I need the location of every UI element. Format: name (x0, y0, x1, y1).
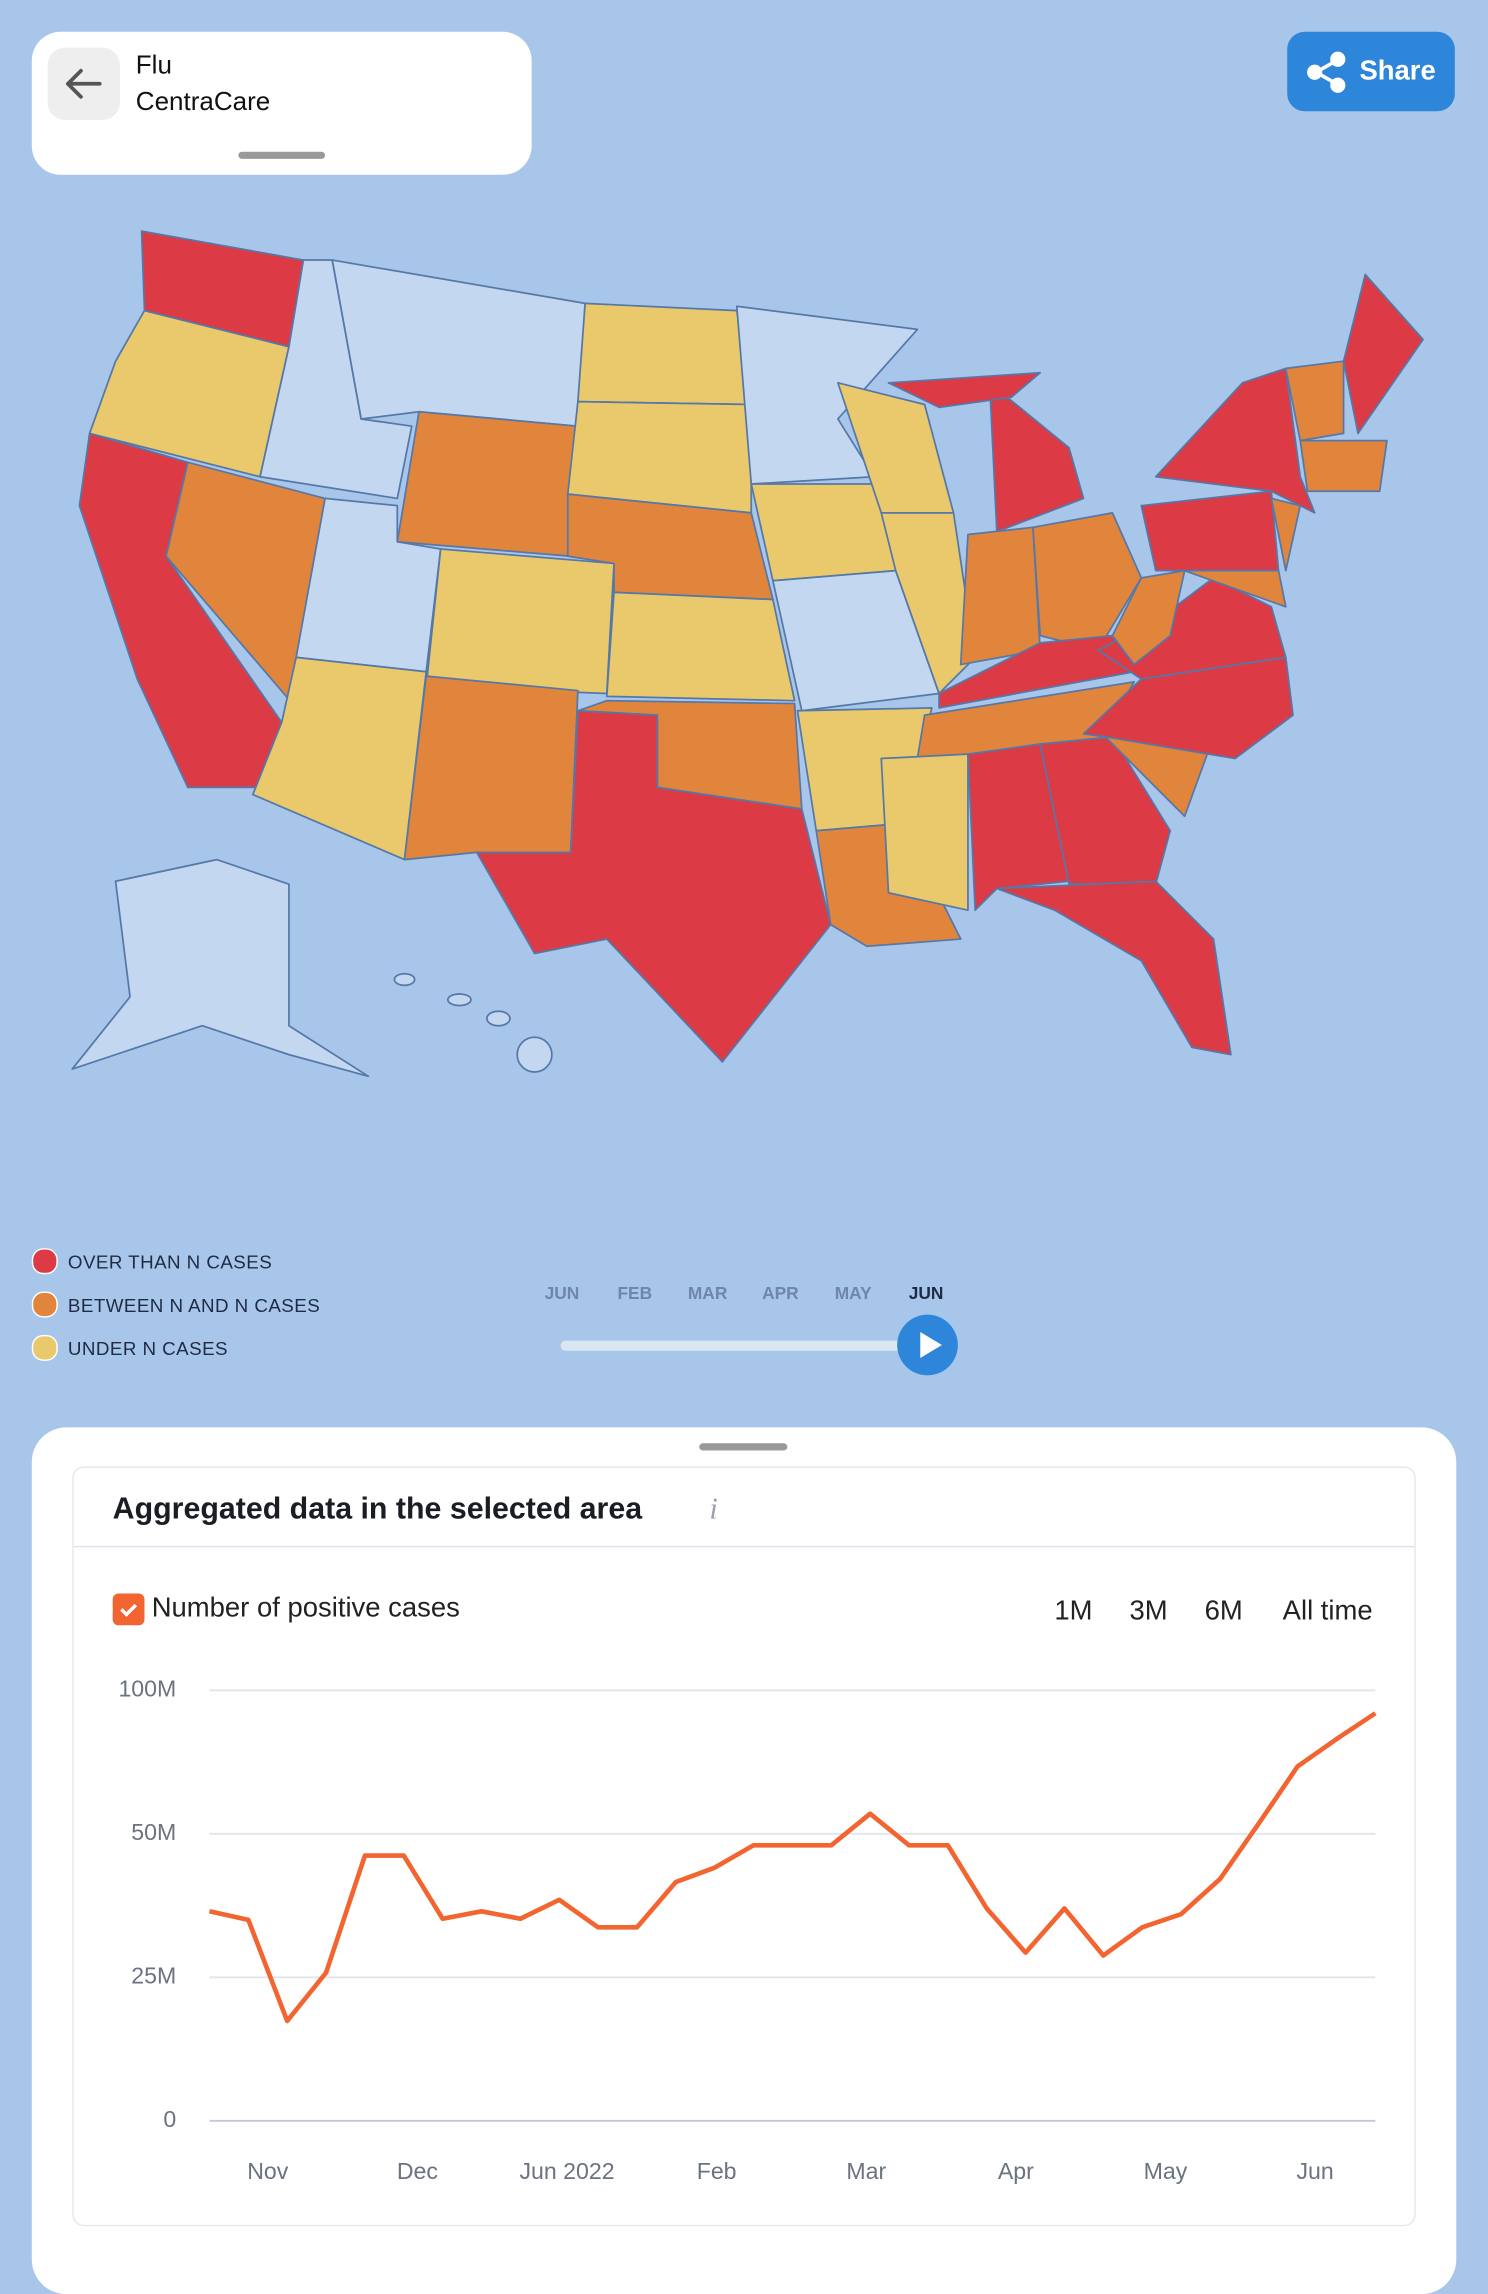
state-shape[interactable] (880, 512, 977, 695)
state-shape[interactable] (251, 656, 428, 861)
bottom-sheet: Aggregated data in the selected area i N… (31, 1427, 1457, 2294)
timeline-label: JUN (908, 1282, 944, 1304)
play-icon (920, 1332, 942, 1359)
icon-part (66, 68, 102, 99)
state-shape[interactable] (1140, 490, 1280, 572)
timeline: JUN FEB MAR APR MAY JUN (0, 1271, 1488, 1387)
state-shape[interactable] (1299, 439, 1388, 493)
state-shape[interactable] (331, 259, 586, 428)
icon-part (920, 1332, 942, 1359)
subtitle: CentraCare (135, 86, 271, 116)
legend-swatch (31, 1291, 58, 1318)
slider-track[interactable] (560, 1340, 922, 1351)
state-shape[interactable] (425, 548, 615, 695)
state-shape[interactable] (1342, 273, 1424, 435)
state-shape[interactable] (887, 371, 1042, 409)
state-shape[interactable] (967, 743, 1070, 912)
range-button[interactable]: 1M (1054, 1596, 1093, 1627)
panel-title: Aggregated data in the selected area (112, 1492, 643, 1526)
state-shape[interactable] (995, 880, 1232, 1056)
icon-part (1307, 64, 1323, 80)
legend-swatch (31, 1334, 58, 1361)
series-checkbox[interactable] (112, 1593, 145, 1626)
check-icon (120, 1603, 138, 1617)
header-card: Flu CentraCare (31, 31, 532, 175)
back-button[interactable] (47, 47, 120, 120)
legend-label: UNDER N CASES (67, 1337, 228, 1360)
state-shape[interactable] (446, 993, 472, 1007)
timeline-label: MAY (834, 1282, 872, 1304)
us-map (71, 230, 1424, 1078)
drag-handle[interactable] (238, 151, 326, 159)
state-shape[interactable] (1111, 569, 1186, 666)
state-shape[interactable] (750, 483, 897, 582)
state-shape[interactable] (1039, 735, 1172, 886)
timeline-label: JUN (544, 1282, 580, 1304)
state-shape[interactable] (1284, 360, 1345, 442)
info-icon[interactable]: i (709, 1490, 718, 1526)
states[interactable] (71, 230, 1424, 1078)
state-shape[interactable] (1270, 497, 1302, 572)
state-shape[interactable] (485, 1010, 511, 1027)
title: Flu (135, 50, 172, 80)
range-button[interactable]: All time (1282, 1596, 1373, 1627)
state-shape[interactable] (88, 309, 290, 478)
drag-handle[interactable] (699, 1443, 788, 1451)
legend-swatch (31, 1248, 58, 1275)
state-shape[interactable] (475, 709, 832, 1063)
state-shape[interactable] (516, 1036, 553, 1073)
chart-card: Aggregated data in the selected area i N… (72, 1466, 1416, 2227)
state-shape[interactable] (403, 675, 579, 861)
icon-part (1330, 51, 1346, 67)
state-shape[interactable] (393, 972, 416, 987)
timeline-label: APR (762, 1282, 799, 1304)
state-shape[interactable] (71, 858, 370, 1078)
state-shape[interactable] (1183, 569, 1287, 608)
state-shape[interactable] (396, 410, 579, 558)
state-shape[interactable] (1032, 512, 1143, 651)
state-shape[interactable] (959, 526, 1042, 666)
share-label: Share (1359, 56, 1436, 87)
state-shape[interactable] (605, 591, 796, 702)
legend-label: OVER THAN N CASES (67, 1251, 273, 1273)
state-shape[interactable] (735, 305, 919, 485)
state-shape[interactable] (880, 753, 969, 912)
range-button[interactable]: 6M (1204, 1596, 1243, 1627)
share-icon (1307, 51, 1346, 93)
state-shape[interactable] (577, 302, 753, 406)
icon-part (1330, 77, 1346, 93)
series-legend: Number of positive cases (151, 1593, 460, 1624)
share-button[interactable]: Share (1287, 31, 1455, 112)
range-button[interactable]: 3M (1129, 1596, 1168, 1627)
timeline-label: FEB (617, 1282, 653, 1304)
back-icon (66, 68, 102, 99)
legend-label: BETWEEN N AND N CASES (67, 1294, 321, 1317)
state-shape[interactable] (988, 381, 1085, 533)
divider (73, 1545, 1415, 1548)
state-shape[interactable] (1154, 367, 1316, 514)
icon-part (120, 1603, 138, 1617)
timeline-label: MAR (687, 1282, 728, 1304)
play-button[interactable] (897, 1314, 958, 1376)
